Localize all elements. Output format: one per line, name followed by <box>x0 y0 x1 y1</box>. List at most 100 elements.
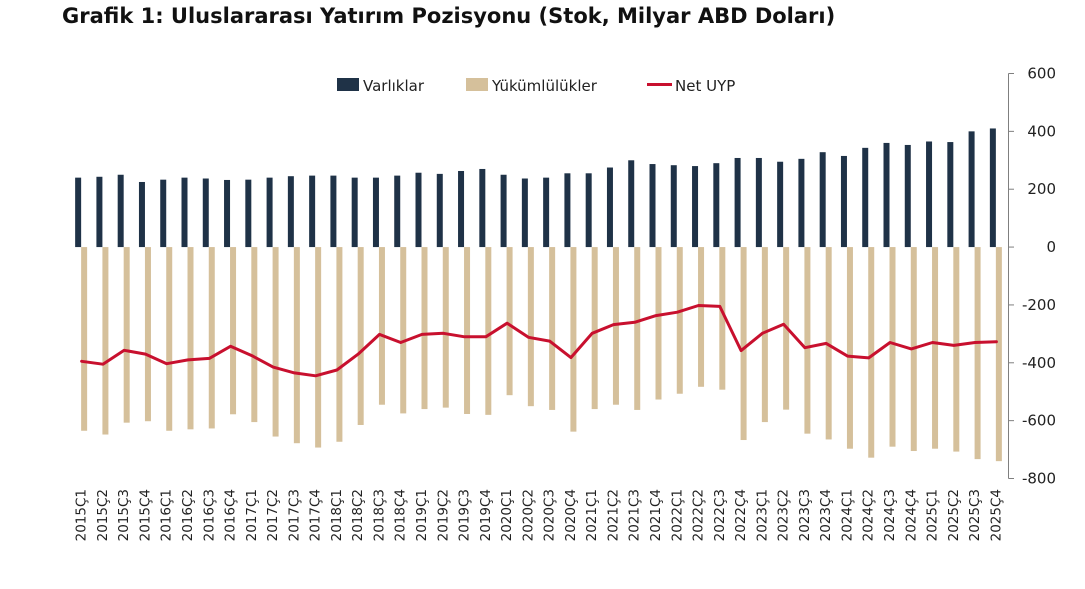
net-uyp-point <box>314 374 317 378</box>
bar-varliklar <box>798 158 805 248</box>
net-uyp-point <box>229 345 232 348</box>
bar-yukumlulukler <box>719 247 726 390</box>
net-uyp-point <box>420 333 424 336</box>
bar-varliklar <box>585 173 592 248</box>
bar-varliklar <box>989 128 996 248</box>
net-uyp-point <box>122 349 126 352</box>
net-uyp-point <box>697 304 700 307</box>
x-tick-label: 2015Ç4 <box>137 489 153 541</box>
net-uyp-point <box>250 354 254 357</box>
bar-varliklar <box>96 176 103 248</box>
net-uyp-point <box>442 332 445 335</box>
x-tick-label: 2018Ç3 <box>371 489 387 541</box>
net-uyp-point <box>888 341 892 344</box>
legend-label-net-uyp: Net UYP <box>675 77 735 95</box>
bar-varliklar <box>777 161 784 248</box>
x-tick-label: 2024Ç1 <box>839 489 855 541</box>
net-uyp-point <box>165 362 168 365</box>
x-tick-label: 2023Ç4 <box>818 489 834 541</box>
x-tick-label: 2020Ç3 <box>542 489 558 541</box>
x-tick-label: 2023Ç2 <box>776 489 792 541</box>
x-tick-label: 2023Ç1 <box>754 489 770 541</box>
bar-varliklar <box>947 142 954 248</box>
net-uyp-point <box>271 365 275 369</box>
net-uyp-point <box>718 305 722 308</box>
net-line-layer <box>80 304 998 378</box>
bar-yukumlulukler <box>549 247 556 410</box>
bar-yukumlulukler <box>357 247 364 425</box>
bar-varliklar <box>351 177 358 248</box>
bar-varliklar <box>500 174 507 248</box>
y-tick-label: -400 <box>1022 354 1056 372</box>
net-uyp-point <box>186 358 190 362</box>
bar-yukumlulukler <box>761 247 768 423</box>
x-tick-label: 2016Ç3 <box>201 489 217 541</box>
x-tick-label: 2021Ç2 <box>605 489 621 541</box>
bar-yukumlulukler <box>932 247 939 449</box>
x-tick-label: 2017Ç4 <box>308 489 324 541</box>
bar-yukumlulukler <box>676 247 683 394</box>
bar-varliklar <box>202 178 209 248</box>
bar-varliklar <box>394 175 401 248</box>
bar-varliklar <box>840 155 847 248</box>
bar-varliklar <box>564 173 571 248</box>
bar-varliklar <box>138 181 145 248</box>
y-tick-label: 200 <box>1027 180 1056 198</box>
y-tick-label: 0 <box>1046 238 1056 256</box>
x-tick-label: 2018Ç1 <box>329 489 345 541</box>
y-tick-label: -600 <box>1022 412 1056 430</box>
x-tick-label: 2016Ç2 <box>180 489 196 541</box>
bar-yukumlulukler <box>230 247 237 415</box>
chart-title: Grafik 1: Uluslararası Yatırım Pozisyonu… <box>62 4 836 28</box>
net-uyp-point <box>293 371 296 375</box>
x-tick-label: 2024Ç3 <box>882 489 898 541</box>
bar-varliklar <box>755 157 762 248</box>
bar-yukumlulukler <box>81 247 88 431</box>
x-tick-label: 2019Ç4 <box>478 489 494 541</box>
bar-yukumlulukler <box>634 247 641 410</box>
bar-yukumlulukler <box>527 247 534 407</box>
bar-varliklar <box>521 178 528 248</box>
bar-varliklar <box>926 141 933 248</box>
x-tick-label: 2015Ç2 <box>95 489 111 541</box>
net-uyp-point <box>633 321 636 324</box>
bar-yukumlulukler <box>570 247 577 432</box>
bar-varliklar <box>266 177 273 248</box>
net-uyp-point <box>463 335 466 338</box>
net-uyp-point <box>548 339 551 343</box>
x-tick-label: 2021Ç4 <box>648 489 664 541</box>
legend-label-varliklar: Varlıklar <box>363 77 425 95</box>
net-uyp-point <box>931 341 934 344</box>
x-tick-label: 2025Ç4 <box>988 489 1004 541</box>
net-uyp-point <box>739 349 743 352</box>
bar-yukumlulukler <box>995 247 1002 462</box>
bar-yukumlulukler <box>400 247 407 414</box>
bar-yukumlulukler <box>442 247 449 408</box>
x-tick-label: 2017Ç3 <box>286 489 302 541</box>
bar-varliklar <box>819 152 826 248</box>
net-uyp-point <box>484 335 488 338</box>
bar-varliklar <box>181 177 188 248</box>
bar-varliklar <box>543 177 550 248</box>
bar-yukumlulukler <box>421 247 428 410</box>
x-tick-label: 2022Ç1 <box>669 489 685 541</box>
x-axis-ticks: 2015Ç1 2015Ç2 2015Ç3 2015Ç4 2016Ç1 2016Ç2 2016… <box>74 489 1005 541</box>
x-tick-label: 2021Ç1 <box>584 489 600 541</box>
legend-label-yukumlulukler: Yükümlülükler <box>491 77 598 95</box>
bar-yukumlulukler <box>846 247 853 449</box>
x-tick-label: 2024Ç2 <box>861 489 877 541</box>
bar-varliklar <box>968 131 975 248</box>
bar-varliklar <box>692 166 699 248</box>
bar-yukumlulukler <box>591 247 598 410</box>
bar-varliklar <box>117 174 124 248</box>
bar-yukumlulukler <box>166 247 173 431</box>
bar-yukumlulukler <box>102 247 109 435</box>
bar-yukumlulukler <box>315 247 322 448</box>
net-uyp-point <box>101 363 105 366</box>
net-uyp-point <box>612 323 615 326</box>
bar-yukumlulukler <box>868 247 875 458</box>
x-tick-label: 2024Ç4 <box>903 489 919 541</box>
bar-varliklar <box>160 179 167 248</box>
bar-varliklar <box>713 163 720 248</box>
